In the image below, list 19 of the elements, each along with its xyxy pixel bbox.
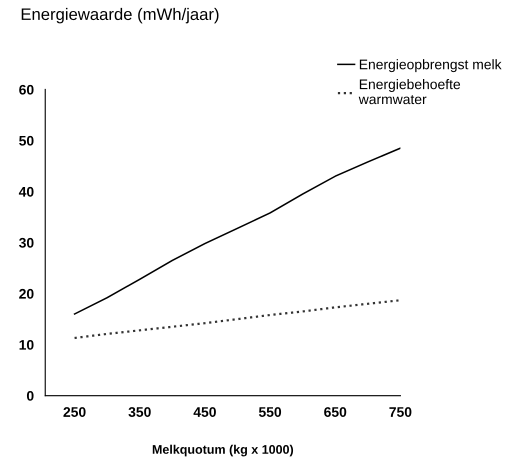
y-tick-label: 0 — [26, 390, 34, 401]
x-tick-label: 750 — [389, 407, 412, 417]
x-tick-label: 550 — [258, 407, 282, 417]
x-tick-label: 250 — [63, 407, 86, 417]
legend-label: Energiebehoefte warmwater — [358, 79, 460, 104]
y-tick-label: 60 — [19, 84, 34, 95]
y-tick-label: 20 — [19, 288, 34, 299]
x-tick-label: 350 — [128, 407, 151, 417]
x-tick-label: 450 — [194, 407, 216, 417]
y-tick-label: 40 — [18, 186, 34, 197]
line-series — [73, 299, 400, 340]
x-axis-title: Melkquotum (kg x 1000) — [152, 444, 294, 456]
y-tick-label: 30 — [19, 238, 34, 248]
y-tick-label: 10 — [20, 340, 34, 350]
line-series — [74, 147, 400, 315]
chart-title: Energiewaarde (mWh/jaar) — [22, 8, 218, 24]
y-tick-label: 50 — [19, 136, 34, 146]
x-tick-label: 650 — [324, 407, 346, 417]
legend-label: Energieopbrengst melk — [360, 59, 502, 72]
